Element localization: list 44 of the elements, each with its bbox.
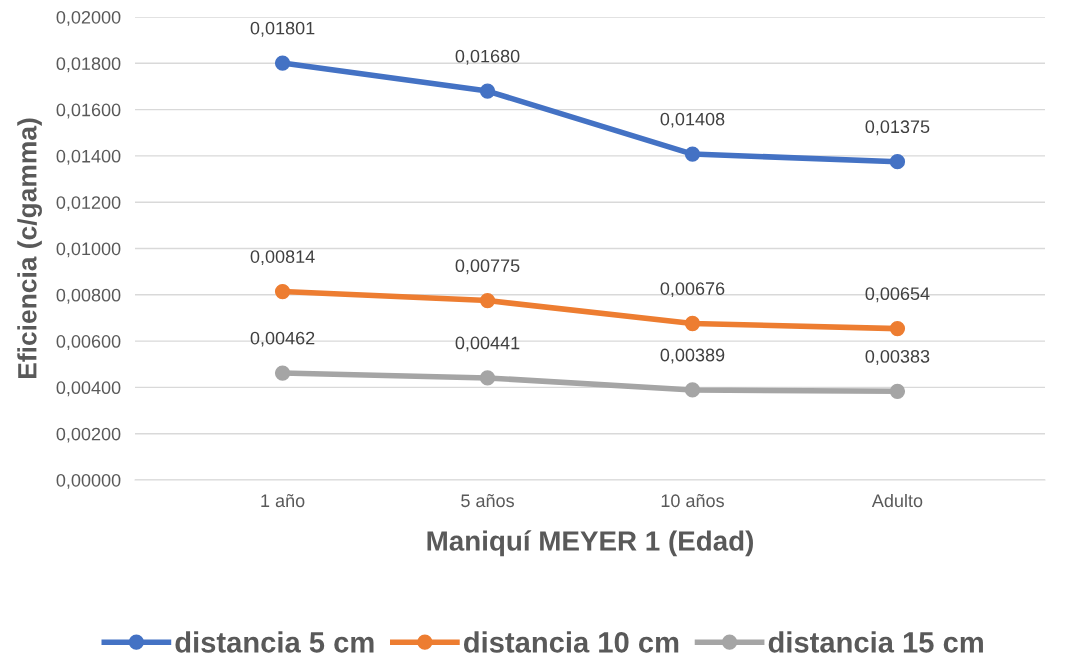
point: [889, 383, 906, 399]
data-label: 0,01375: [865, 120, 930, 136]
data-label: 0,01680: [455, 49, 520, 65]
point: [684, 146, 701, 162]
data-label: 0,00441: [455, 336, 520, 352]
legend-label: distancia 10 cm: [463, 631, 679, 653]
x-tick-label: 1 año: [261, 494, 305, 508]
point: [889, 154, 906, 170]
data-label: 0,01801: [250, 21, 315, 37]
y-tick-label: 0,02000: [56, 10, 121, 26]
x-tick-label: 5 años: [461, 494, 514, 508]
y-axis-title: Eficiencia (c/gamma): [17, 118, 42, 378]
legend-label: distancia 5 cm: [175, 631, 374, 653]
point: [274, 283, 291, 300]
x-axis-title: Maniquí MEYER 1 (Edad): [427, 530, 753, 557]
data-label: 0,00654: [865, 287, 930, 303]
y-tick-label: 0,00000: [56, 473, 121, 489]
x-tick-label: Adulto: [871, 493, 923, 508]
data-label: 0,00462: [250, 331, 315, 347]
point: [274, 365, 291, 381]
y-tick-label: 0,01800: [56, 57, 121, 73]
y-tick-label: 0,00600: [56, 335, 121, 350]
y-tick-label: 0,01000: [56, 242, 121, 258]
data-label: 0,00676: [660, 282, 725, 298]
point: [684, 315, 701, 332]
y-tick-label: 0,01200: [56, 196, 121, 212]
point: [479, 83, 496, 99]
y-tick-label: 0,00400: [56, 381, 121, 397]
legend-label: distancia 15 cm: [768, 631, 983, 653]
point: [479, 292, 496, 309]
data-label: 0,00389: [660, 348, 725, 364]
point: [684, 382, 701, 398]
y-tick-label: 0,01600: [56, 103, 121, 119]
data-label: 0,00383: [865, 349, 930, 365]
data-label: 0,00814: [250, 250, 315, 266]
point: [479, 370, 496, 386]
point: [889, 320, 906, 337]
y-tick-label: 0,00800: [56, 288, 121, 304]
point: [274, 55, 291, 71]
data-label: 0,01408: [660, 112, 725, 128]
y-tick-label: 0,01400: [56, 149, 121, 165]
data-label: 0,00775: [455, 259, 520, 275]
y-tick-label: 0,00200: [56, 427, 121, 443]
x-tick-label: 10 años: [661, 494, 724, 508]
